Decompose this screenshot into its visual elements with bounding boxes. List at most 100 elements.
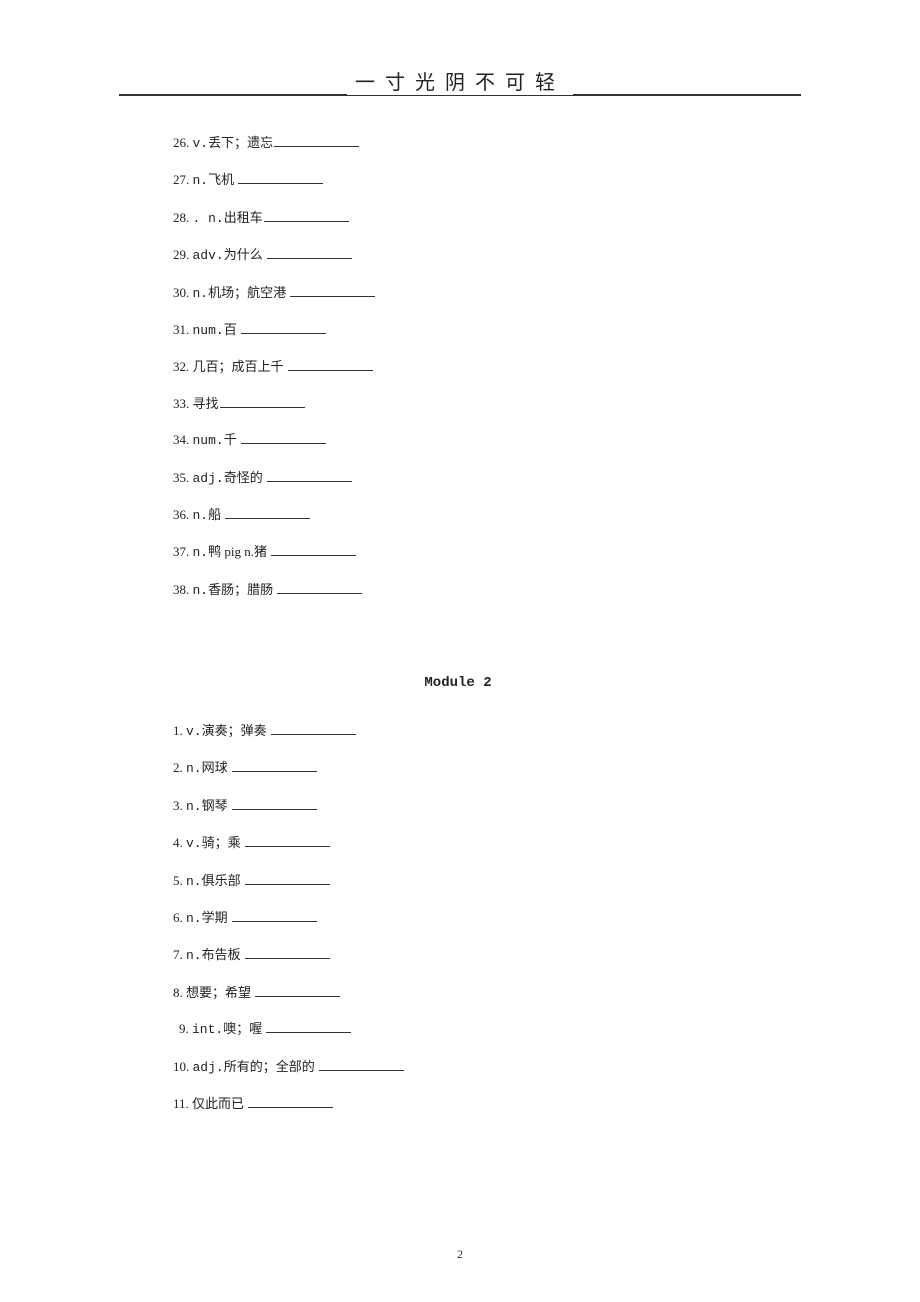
answer-blank: [241, 432, 326, 444]
content-area: 26. v.丢下；遗忘27. n.飞机 28. . n.出租车29. adv.为…: [173, 125, 743, 1122]
definition: 所有的；全部的: [224, 1059, 318, 1074]
vocab-item: 31. num.百: [173, 312, 743, 349]
vocab-item: 38. n.香肠；腊肠: [173, 572, 743, 609]
definition: 奇怪的: [224, 470, 266, 485]
item-number: 9.: [179, 1021, 192, 1036]
part-of-speech: n.: [193, 508, 209, 523]
part-of-speech: n.: [186, 874, 202, 889]
part-of-speech: n.: [186, 799, 202, 814]
answer-blank: [225, 507, 310, 519]
part-of-speech: n.: [186, 948, 202, 963]
part-of-speech: n.: [193, 583, 209, 598]
part-of-speech: num.: [193, 323, 224, 338]
definition: 想要；希望: [186, 985, 254, 1000]
part-of-speech: adj.: [193, 1060, 224, 1075]
module-title: Module 2: [173, 675, 743, 691]
vocab-item: 2. n.网球: [173, 750, 743, 787]
definition: 为什么: [224, 247, 266, 262]
vocab-item: 30. n.机场；航空港: [173, 275, 743, 312]
answer-blank: [232, 910, 317, 922]
part-of-speech: v.: [186, 724, 202, 739]
item-number: 33.: [173, 396, 193, 411]
vocab-item: 27. n.飞机: [173, 162, 743, 199]
part-of-speech: adj.: [193, 471, 224, 486]
vocab-item: 29. adv.为什么: [173, 237, 743, 274]
item-number: 35.: [173, 470, 193, 485]
part-of-speech: v.: [186, 836, 202, 851]
answer-blank: [220, 396, 305, 408]
answer-blank: [264, 210, 349, 222]
vocab-item: 5. n.俱乐部: [173, 863, 743, 900]
part-of-speech: n.: [193, 545, 209, 560]
answer-blank: [238, 172, 323, 184]
definition: 鸭 pig n.猪: [208, 544, 270, 559]
answer-blank: [232, 760, 317, 772]
part-of-speech: n.: [186, 911, 202, 926]
definition: 船: [208, 507, 224, 522]
definition: 寻找: [193, 396, 219, 411]
vocab-item: 36. n.船: [173, 497, 743, 534]
definition: 学期: [202, 910, 231, 925]
section-1: 26. v.丢下；遗忘27. n.飞机 28. . n.出租车29. adv.为…: [173, 125, 743, 609]
vocab-item: 32. 几百；成百上千: [173, 349, 743, 385]
item-number: 32.: [173, 359, 193, 374]
part-of-speech: v.: [193, 136, 209, 151]
vocab-item: 7. n.布告板: [173, 937, 743, 974]
item-number: 30.: [173, 285, 193, 300]
definition: 几百；成百上千: [193, 359, 287, 374]
vocab-item: 37. n.鸭 pig n.猪: [173, 534, 743, 571]
item-number: 28.: [173, 210, 193, 225]
item-number: 11.: [173, 1096, 192, 1111]
answer-blank: [232, 798, 317, 810]
item-number: 31.: [173, 322, 193, 337]
item-number: 4.: [173, 835, 186, 850]
vocab-item: 33. 寻找: [173, 386, 743, 422]
item-number: 5.: [173, 873, 186, 888]
item-number: 37.: [173, 544, 193, 559]
item-number: 1.: [173, 723, 186, 738]
answer-blank: [267, 470, 352, 482]
part-of-speech: adv.: [193, 248, 224, 263]
answer-blank: [288, 359, 373, 371]
answer-blank: [245, 947, 330, 959]
item-number: 27.: [173, 172, 193, 187]
vocab-item: 1. v.演奏；弹奏: [173, 713, 743, 750]
item-number: 8.: [173, 985, 186, 1000]
definition: 出租车: [224, 210, 263, 225]
item-number: 7.: [173, 947, 186, 962]
vocab-item: 34. num.千: [173, 422, 743, 459]
item-number: 38.: [173, 582, 193, 597]
vocab-item: 26. v.丢下；遗忘: [173, 125, 743, 162]
part-of-speech: num.: [193, 433, 224, 448]
answer-blank: [277, 582, 362, 594]
answer-blank: [245, 873, 330, 885]
answer-blank: [290, 285, 375, 297]
vocab-item: 28. . n.出租车: [173, 200, 743, 237]
answer-blank: [271, 723, 356, 735]
answer-blank: [319, 1059, 404, 1071]
definition: 布告板: [202, 947, 244, 962]
page-number: 2: [457, 1247, 463, 1262]
answer-blank: [267, 247, 352, 259]
definition: 千: [224, 432, 240, 447]
item-number: 2.: [173, 760, 186, 775]
part-of-speech: . n.: [193, 211, 224, 226]
definition: 钢琴: [202, 798, 231, 813]
item-number: 34.: [173, 432, 193, 447]
definition: 仅此而已: [192, 1096, 247, 1111]
answer-blank: [255, 985, 340, 997]
answer-blank: [274, 135, 359, 147]
definition: 俱乐部: [202, 873, 244, 888]
answer-blank: [271, 544, 356, 556]
vocab-item: 11. 仅此而已: [173, 1086, 743, 1122]
answer-blank: [241, 322, 326, 334]
vocab-item: 3. n.钢琴: [173, 788, 743, 825]
definition: 丢下；遗忘: [208, 135, 273, 150]
section-2: 1. v.演奏；弹奏 2. n.网球 3. n.钢琴 4. v.骑；乘 5. n…: [173, 713, 743, 1122]
item-number: 29.: [173, 247, 193, 262]
item-number: 3.: [173, 798, 186, 813]
vocab-item: 8. 想要；希望: [173, 975, 743, 1011]
part-of-speech: n.: [193, 173, 209, 188]
definition: 网球: [202, 760, 231, 775]
definition: 飞机: [208, 172, 237, 187]
